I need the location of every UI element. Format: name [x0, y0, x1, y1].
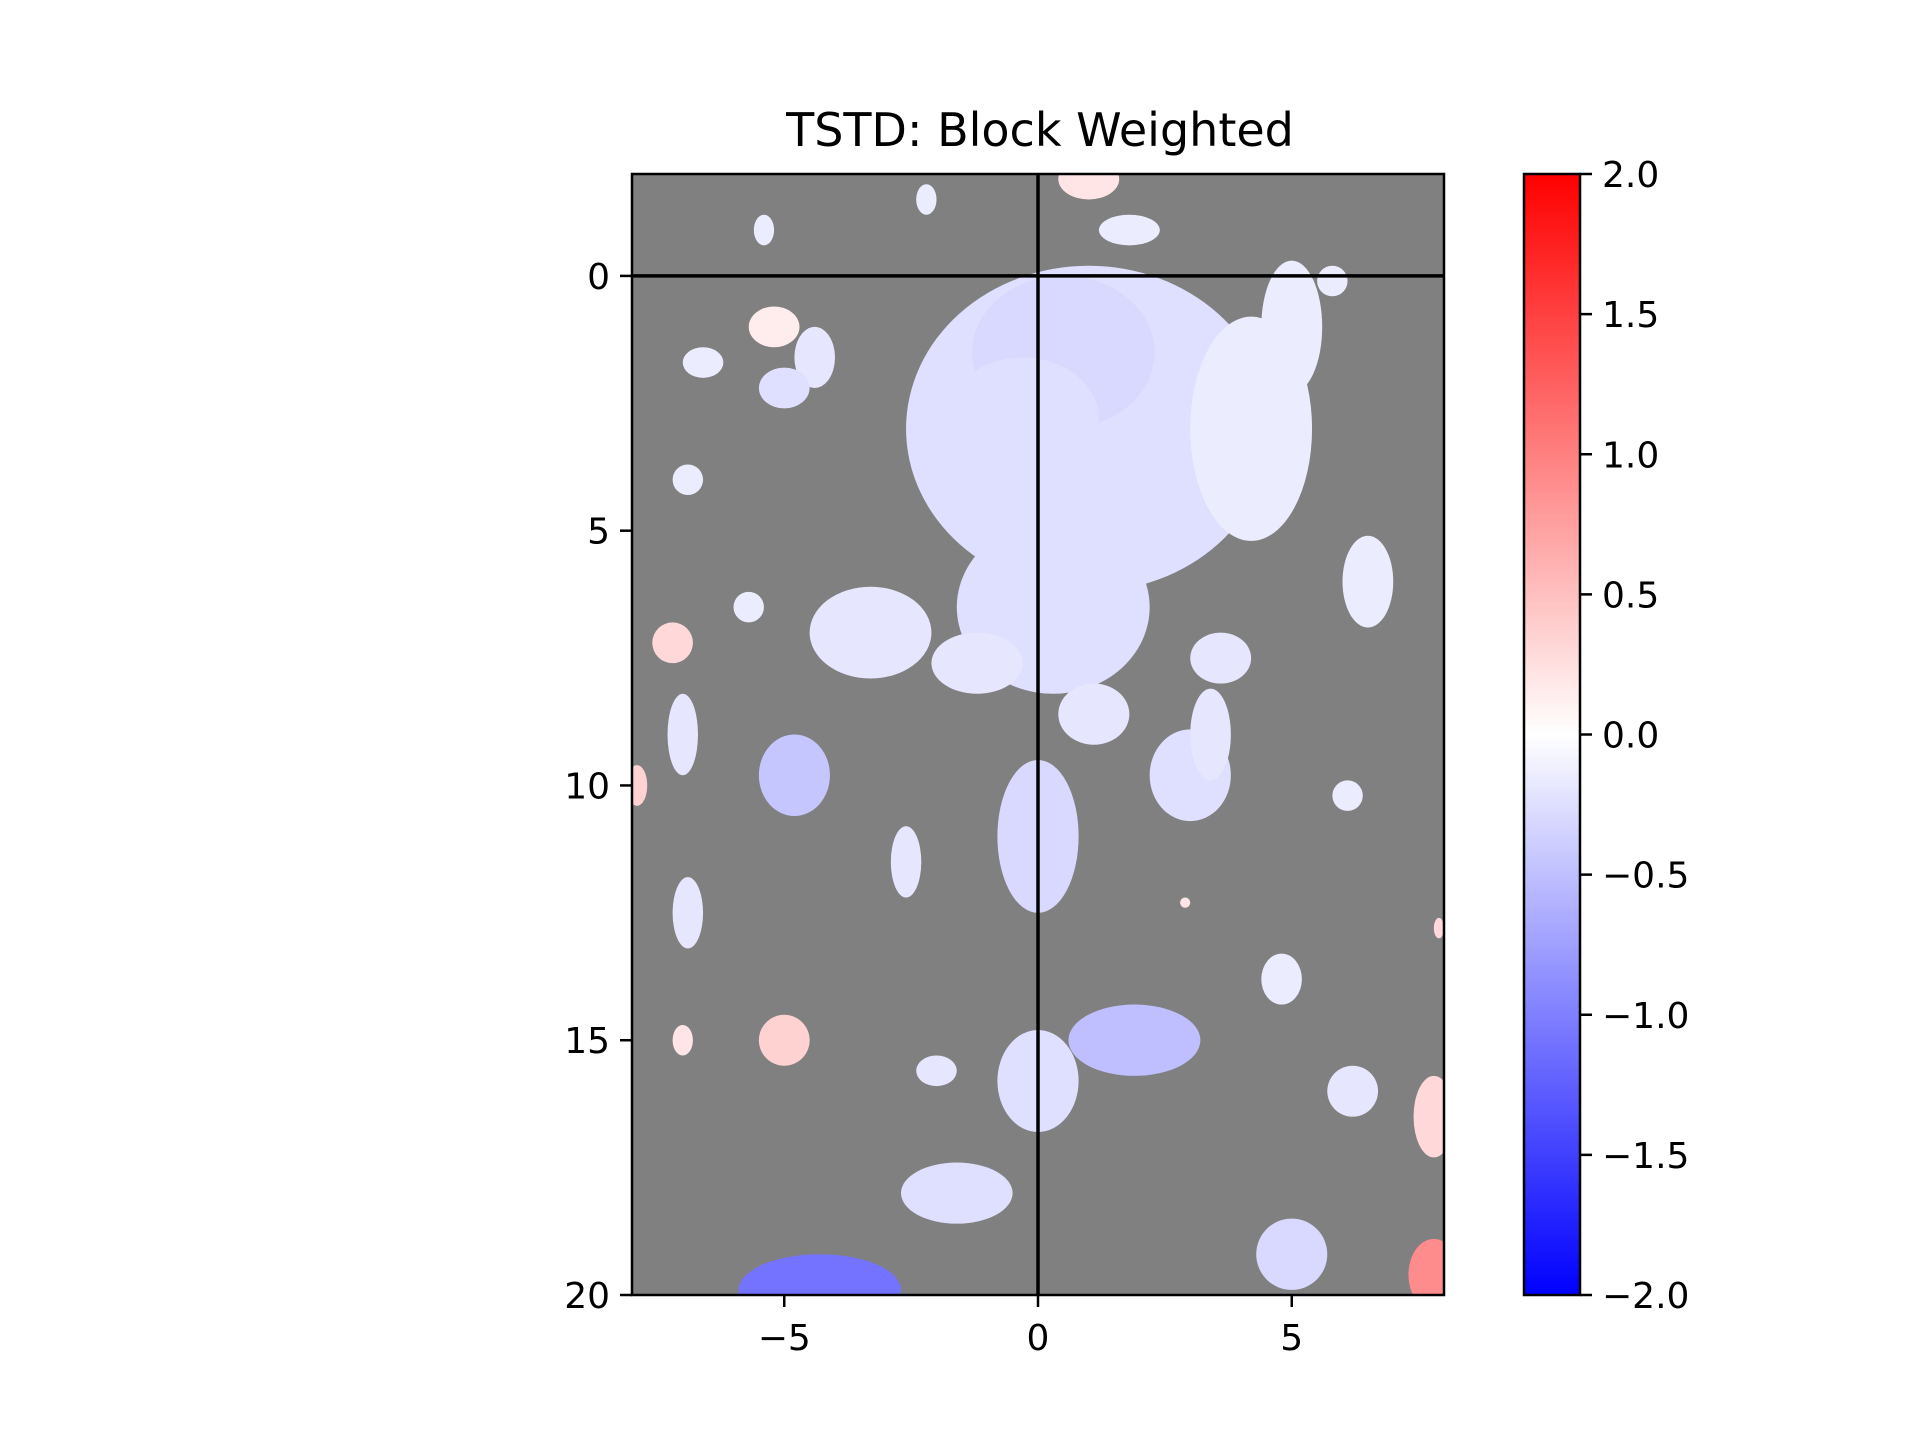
y-tick-label: 10: [564, 766, 610, 807]
heatmap-region-33: [1068, 1004, 1201, 1076]
heatmap-region-17: [1317, 265, 1348, 297]
heatmap-region-10: [794, 326, 835, 389]
heatmap-region-6: [931, 632, 1023, 694]
y-tick-label: 0: [587, 257, 610, 298]
colorbar-tick-label: 0.0: [1602, 716, 1659, 757]
heatmap-region-29: [1342, 535, 1394, 628]
y-tick-label: 15: [564, 1021, 610, 1062]
heatmap-region-16: [1098, 214, 1160, 246]
heatmap-region-4: [1261, 260, 1323, 394]
colorbar: 2.0 1.5 1.0 0.5 0.0 −0.5 −1.0 −1.5 −2.0: [1522, 155, 1689, 1317]
colorbar-tick-label: −2.0: [1602, 1276, 1689, 1317]
heatmap-region-15: [1058, 174, 1120, 200]
heatmap-region-42: [738, 1254, 901, 1295]
heatmap-region-7: [1058, 683, 1130, 745]
colorbar-gradient: [1522, 172, 1582, 1297]
heatmap-region-40: [900, 1162, 1013, 1224]
heatmap-region-35: [758, 1014, 810, 1066]
y-axis-ticks: 0 5 10 15 20: [564, 257, 632, 1317]
heatmap-region-8: [946, 357, 1099, 480]
heatmap-region-36: [672, 1024, 693, 1056]
colorbar-tick-label: −0.5: [1602, 856, 1689, 897]
colorbar-tick-label: −1.0: [1602, 996, 1689, 1037]
heatmap-region-19: [733, 591, 764, 623]
heatmap-region-45: [1433, 917, 1444, 939]
heatmap-region-9: [748, 306, 800, 348]
x-tick-label: −5: [758, 1318, 811, 1359]
colorbar-tick-label: 0.5: [1602, 575, 1659, 616]
heatmap-region-23: [632, 765, 648, 806]
y-tick-label: 5: [587, 512, 610, 553]
heatmap-region-5: [809, 586, 932, 679]
y-tick-label: 20: [564, 1276, 610, 1317]
heatmap-region-14: [916, 184, 937, 215]
heatmap-plot: −5 0 5 0 5 10 15 20: [564, 172, 1446, 1359]
heatmap-region-21: [667, 693, 698, 776]
colorbar-tick-label: 1.0: [1602, 435, 1659, 476]
heatmap-region-11: [758, 367, 810, 409]
colorbar-tick-label: 1.5: [1602, 295, 1659, 336]
colorbar-ticks: 2.0 1.5 1.0 0.5 0.0 −0.5 −1.0 −1.5 −2.0: [1580, 155, 1689, 1317]
heatmap-region-38: [1327, 1065, 1379, 1117]
heatmap-region-37: [916, 1055, 957, 1087]
reference-lines: [632, 174, 1444, 1295]
x-axis-ticks: −5 0 5: [758, 1295, 1303, 1359]
heatmap-region-43: [1408, 1238, 1444, 1295]
colorbar-tick-label: −1.5: [1602, 1136, 1689, 1177]
heatmap-cells: [632, 174, 1444, 1295]
x-tick-label: 0: [1027, 1318, 1050, 1359]
heatmap-region-12: [682, 347, 724, 378]
chart-title: TSTD: Block Weighted: [785, 103, 1294, 157]
heatmap-region-28: [1190, 688, 1231, 781]
colorbar-tick-label: 2.0: [1602, 155, 1659, 196]
heatmap-region-20: [652, 622, 693, 664]
x-tick-label: 5: [1280, 1318, 1303, 1359]
heatmap-region-44: [1180, 897, 1191, 908]
heatmap-region-25: [672, 877, 704, 949]
heatmap-region-24: [890, 826, 922, 898]
heatmap-region-31: [1332, 780, 1363, 811]
heatmap-region-32: [1261, 953, 1302, 1005]
heatmap-region-22: [758, 734, 830, 817]
heatmap-region-13: [753, 214, 775, 246]
heatmap-region-41: [1256, 1218, 1328, 1290]
heatmap-region-39: [1413, 1075, 1444, 1158]
heatmap-region-30: [1190, 632, 1252, 684]
heatmap-region-18: [672, 464, 704, 496]
